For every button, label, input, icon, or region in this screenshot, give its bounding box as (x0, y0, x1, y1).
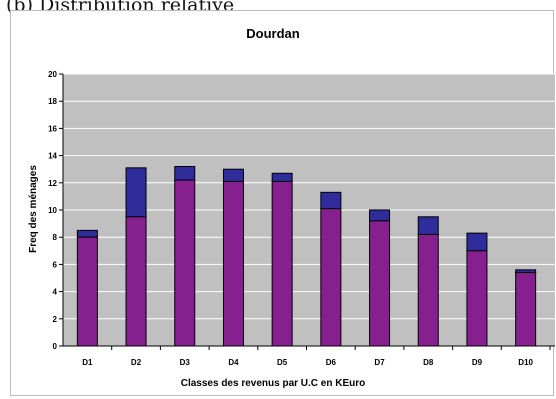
chart-frame: Dourdan 0 2 4 6 8 10 12 14 16 18 20 D1 D2 D3 D4 D5 D6 D7… (10, 10, 555, 396)
bar-lower-d8 (417, 233, 439, 347)
bar-upper-d3 (174, 165, 196, 181)
x-tick-label: D4 (228, 358, 239, 367)
y-axis-label: Freq des ménages (28, 165, 39, 253)
y-tick-label: 12 (48, 179, 57, 188)
x-tick-labels: D1 D2 D3 D4 D5 D6 D7 D8 D9 D10 (82, 358, 533, 367)
bar-upper-d9 (466, 232, 488, 252)
bar-lower-d7 (369, 220, 391, 347)
y-tick-label: 20 (48, 70, 57, 79)
bars (76, 165, 537, 347)
bar-lower-d2 (125, 216, 147, 347)
y-tick-label: 0 (53, 342, 58, 351)
bar-upper-d5 (271, 172, 293, 182)
y-tick-label: 4 (53, 288, 58, 297)
x-tick-label: D3 (180, 358, 191, 367)
bar-lower-d3 (174, 179, 196, 347)
x-tick-label: D7 (374, 358, 385, 367)
bar-lower-d10 (515, 272, 537, 347)
bar-upper-d8 (417, 216, 439, 235)
bar-lower-d9 (466, 250, 488, 347)
y-tick-label: 14 (48, 152, 57, 161)
y-tick-label: 8 (53, 233, 58, 242)
bar-lower-d1 (76, 236, 98, 347)
x-tick-label: D2 (131, 358, 142, 367)
bar-upper-d2 (125, 167, 147, 218)
x-tick-label: D10 (518, 358, 533, 367)
y-tick-labels: 0 2 4 6 8 10 12 14 16 18 20 (48, 70, 57, 351)
y-tick-label: 18 (48, 97, 57, 106)
y-tick-label: 2 (53, 315, 58, 324)
y-tick-label: 10 (48, 206, 57, 215)
x-tick-label: D1 (82, 358, 93, 367)
axes (59, 73, 555, 350)
chart-title: Dourdan (246, 26, 300, 41)
y-tick-label: 6 (53, 260, 58, 269)
x-tick-label: D5 (277, 358, 288, 367)
x-tick-label: D9 (472, 358, 483, 367)
bar-lower-d5 (271, 180, 293, 347)
bar-upper-d6 (320, 191, 342, 210)
bar-upper-d4 (222, 168, 244, 182)
bar-upper-d1 (76, 229, 98, 238)
x-tick-label: D8 (423, 358, 434, 367)
chart: Dourdan 0 2 4 6 8 10 12 14 16 18 20 D1 D2 D3 D4 D5 D6 D7… (28, 26, 555, 389)
bar-upper-d7 (369, 209, 391, 222)
bar-lower-d6 (320, 208, 342, 347)
y-tick-label: 16 (48, 124, 57, 133)
x-tick-label: D6 (326, 358, 337, 367)
x-axis-label: Classes des revenus par U.C en KEuro (181, 378, 366, 389)
bar-lower-d4 (222, 180, 244, 347)
